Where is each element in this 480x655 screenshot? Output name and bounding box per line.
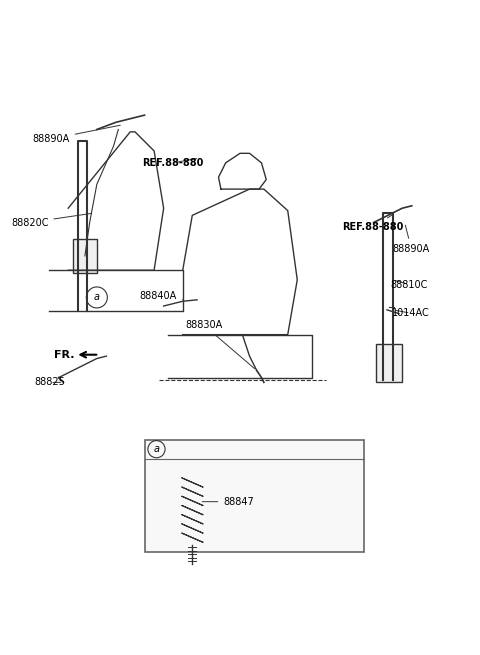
Text: 88825: 88825 — [35, 377, 66, 387]
Text: 88890A: 88890A — [393, 225, 430, 253]
Text: 88810C: 88810C — [390, 280, 428, 290]
Bar — [144, 440, 364, 552]
FancyBboxPatch shape — [376, 345, 402, 383]
FancyBboxPatch shape — [73, 239, 97, 272]
Text: 88840A: 88840A — [140, 291, 183, 301]
Text: 88890A: 88890A — [33, 125, 120, 144]
Text: 1014AC: 1014AC — [392, 309, 430, 318]
Text: REF.88-880: REF.88-880 — [142, 158, 204, 168]
Text: 88847: 88847 — [202, 496, 254, 507]
Text: a: a — [154, 444, 159, 454]
Text: 88830A: 88830A — [185, 320, 254, 369]
Text: FR.: FR. — [54, 350, 74, 360]
Text: REF.88-880: REF.88-880 — [343, 214, 404, 233]
Text: 88820C: 88820C — [11, 214, 92, 227]
Text: a: a — [94, 292, 100, 303]
